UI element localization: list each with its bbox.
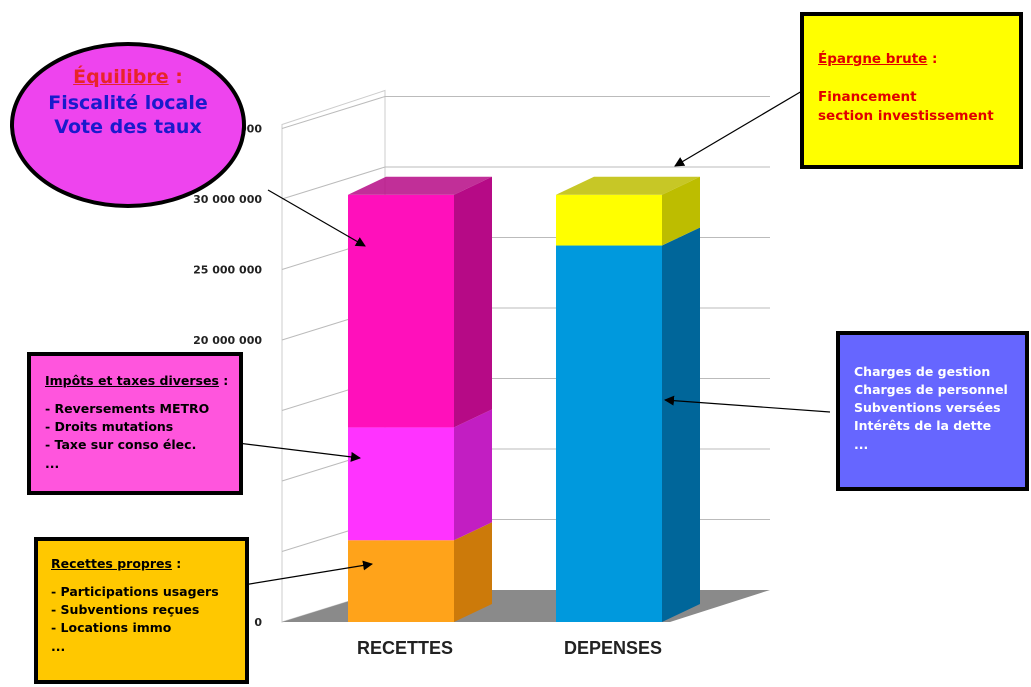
equilibre-line: Fiscalité locale	[48, 92, 208, 114]
bar-segment	[348, 409, 492, 541]
bars	[348, 176, 700, 622]
epargne-brute-callout: Épargne brute : Financement section inve…	[800, 12, 1023, 169]
x-category-label: DEPENSES	[564, 638, 662, 658]
charges-callout: Charges de gestion Charges de personnel …	[836, 331, 1029, 491]
gridline	[281, 96, 386, 129]
x-category-label: RECETTES	[357, 638, 453, 658]
bar-side	[454, 409, 492, 541]
recettes-propres-arrow	[224, 560, 373, 589]
epargne-title: Épargne brute	[818, 51, 928, 67]
bar-front	[348, 194, 454, 428]
bar-front	[348, 427, 454, 541]
x-axis: RECETTES DEPENSES	[357, 638, 662, 658]
y-tick-label: 0	[254, 616, 262, 629]
bar-segment	[348, 176, 492, 428]
recettes-propres-title: Recettes propres	[51, 556, 172, 571]
bar-side	[454, 176, 492, 428]
recettes-propres-line: - Subventions reçues	[51, 602, 200, 618]
charges-line: Subventions versées	[854, 400, 1001, 416]
charges-line: Intérêts de la dette	[854, 418, 992, 434]
y-tick-label: 20 000 000	[193, 334, 262, 347]
equilibre-callout: Équilibre : Fiscalité locale Vote des ta…	[10, 42, 246, 208]
impots-title: Impôts et taxes diverses	[45, 373, 219, 388]
bar-top	[348, 176, 492, 195]
bar-top	[556, 176, 700, 195]
equilibre-title: Équilibre	[73, 66, 169, 88]
impots-line: - Taxe sur conso élec.	[45, 437, 197, 453]
bar-front	[556, 194, 662, 246]
impots-line: - Droits mutations	[45, 419, 174, 435]
charges-line: Charges de gestion	[854, 364, 991, 379]
gridline	[281, 166, 386, 200]
bar-segment	[348, 522, 492, 622]
impots-line: - Reversements METRO	[45, 401, 210, 417]
recettes-propres-line: - Participations usagers	[51, 584, 219, 600]
epargne-line: section investissement	[818, 108, 994, 125]
impots-line: ...	[45, 455, 60, 471]
recettes-propres-colon: :	[171, 556, 182, 571]
bar-segment	[556, 176, 700, 246]
equilibre-line: Vote des taux	[54, 116, 202, 138]
bar-side	[454, 522, 492, 622]
bar-side	[662, 176, 700, 246]
impots-taxes-callout: Impôts et taxes diverses : - Reversement…	[27, 352, 243, 495]
equilibre-arrow	[267, 189, 366, 247]
epargne-line: Financement	[818, 88, 917, 105]
bar-front	[556, 245, 662, 622]
recettes-propres-line: - Locations immo	[51, 620, 172, 636]
charges-line: ...	[854, 436, 869, 452]
bar-side	[662, 227, 700, 622]
impots-colon: :	[218, 373, 229, 388]
y-tick-label: 30 000 000	[193, 193, 262, 206]
charges-arrow	[664, 395, 831, 413]
epargne-arrow	[674, 90, 803, 167]
bar-front	[348, 540, 454, 622]
bar-segment	[556, 227, 700, 622]
charges-line: Charges de personnel	[854, 382, 1008, 398]
y-tick-label: 25 000 000	[193, 264, 262, 277]
equilibre-colon: :	[168, 66, 183, 88]
epargne-colon: :	[927, 51, 938, 67]
recettes-propres-line: ...	[51, 638, 66, 654]
recettes-propres-callout: Recettes propres : - Participations usag…	[34, 537, 249, 684]
